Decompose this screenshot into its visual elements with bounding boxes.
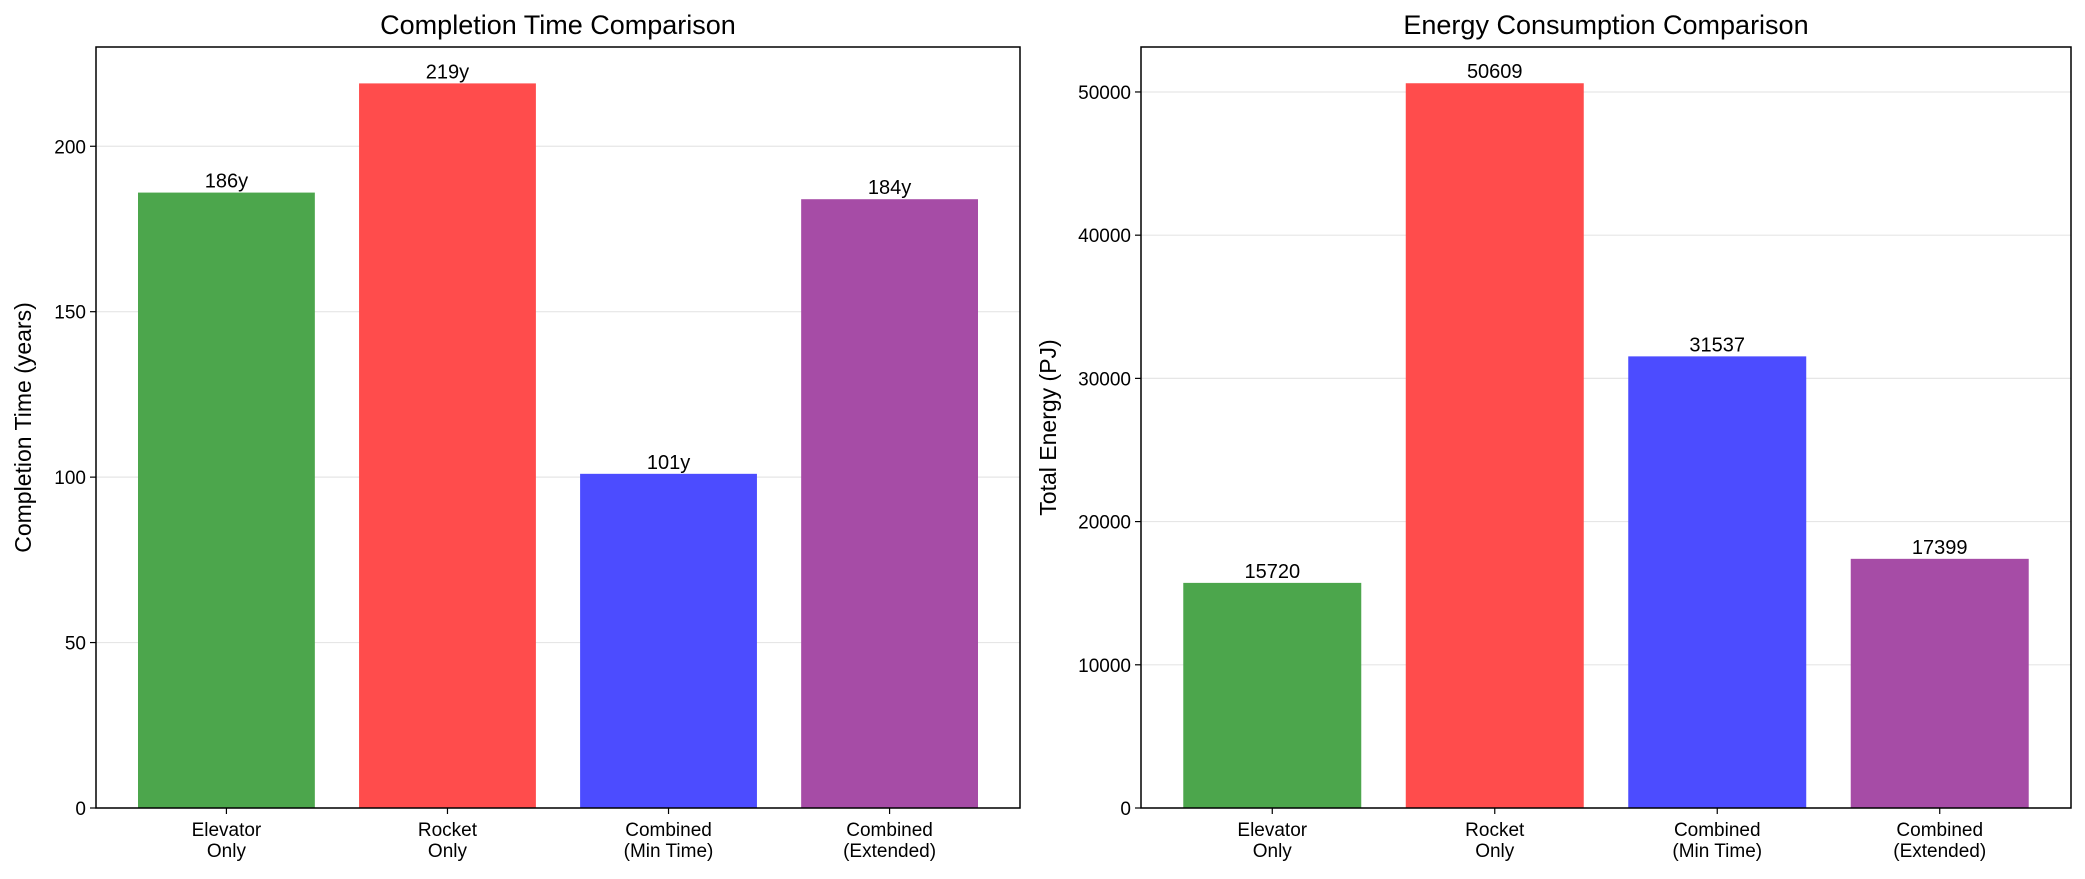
axes-frame [95, 46, 1021, 809]
y-tick-label: 150 [54, 303, 86, 324]
value-label: 17399 [1912, 537, 1968, 559]
axes-frame [1140, 46, 2072, 809]
x-tick-label: Rocket Only [418, 820, 478, 862]
bar [801, 199, 978, 808]
x-tick-label: Elevator Only [192, 820, 262, 862]
y-tick-label: 40000 [1078, 226, 1131, 247]
y-axis-label: Completion Time (years) [10, 302, 36, 553]
bar [580, 473, 757, 808]
bar [359, 83, 536, 809]
x-tick-label: Combined (Extended) [1893, 820, 1986, 862]
value-label: 15720 [1244, 561, 1300, 583]
value-label: 219y [426, 61, 469, 83]
y-tick-label: 200 [54, 137, 86, 158]
x-tick-label: Combined (Min Time) [624, 820, 714, 862]
value-label: 186y [205, 171, 248, 193]
y-axis-label: Total Energy (PJ) [1035, 339, 1061, 515]
y-tick-label: 100 [54, 468, 86, 489]
y-tick-label: 50000 [1078, 83, 1131, 104]
bar [1628, 356, 1807, 808]
value-label: 101y [647, 452, 690, 474]
y-tick-label: 0 [75, 799, 86, 820]
x-tick-label: Elevator Only [1237, 820, 1307, 862]
chart-title: Completion Time Comparison [380, 10, 736, 40]
y-tick-label: 20000 [1078, 513, 1131, 534]
bar [138, 192, 315, 808]
y-tick-label: 0 [1120, 799, 1131, 820]
y-tick-label: 10000 [1078, 656, 1131, 677]
chart-title: Energy Consumption Comparison [1403, 10, 1808, 40]
bar [1405, 83, 1584, 808]
bar [1850, 558, 2029, 808]
value-label: 31537 [1689, 334, 1745, 356]
value-label: 50609 [1467, 61, 1523, 83]
bar [1183, 582, 1362, 808]
x-tick-label: Combined (Min Time) [1672, 820, 1762, 862]
y-tick-label: 50 [65, 634, 86, 655]
y-tick-label: 30000 [1078, 369, 1131, 390]
value-label: 184y [868, 177, 911, 199]
x-tick-label: Rocket Only [1465, 820, 1525, 862]
x-tick-label: Combined (Extended) [843, 820, 936, 862]
